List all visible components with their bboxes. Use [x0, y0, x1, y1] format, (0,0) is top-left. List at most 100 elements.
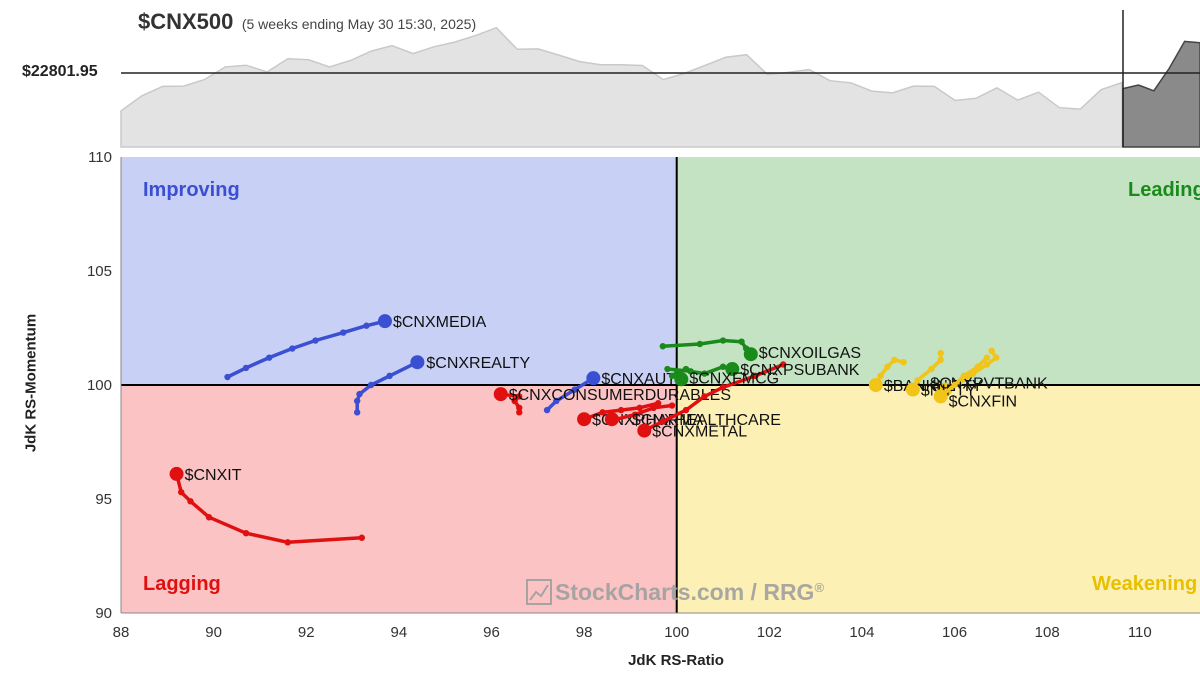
trail-head-point [577, 412, 592, 427]
trail-point [914, 377, 921, 384]
series-cnxpsubank[interactable]: $CNXPSUBANK [664, 362, 860, 379]
y-tick-label: 105 [87, 263, 112, 280]
trail-point [937, 356, 944, 364]
quadrant-label-leading: Leading [1128, 179, 1200, 201]
quadrant-leading [676, 157, 1200, 385]
x-tick-label: 100 [664, 624, 689, 641]
trail-point [664, 365, 671, 373]
x-tick-label: 94 [391, 624, 408, 641]
series-label: $CNXIT [185, 467, 242, 484]
watermark-logo: StockCharts.com / RRG® [526, 579, 824, 605]
trail-point [780, 361, 787, 368]
x-tick-label: 96 [483, 624, 500, 641]
trail-point [891, 356, 898, 364]
x-tick-label: 110 [1128, 624, 1152, 641]
trail-head-point [586, 371, 601, 386]
x-tick-label: 106 [942, 624, 967, 641]
trail-point [884, 363, 891, 370]
quadrant-weakening [676, 385, 1200, 613]
series-label: $CNXCONSUMERDURABLES [509, 387, 731, 404]
series-label: $CNXMETAL [652, 424, 747, 441]
trail-head-point [604, 412, 619, 427]
trail-point [696, 340, 704, 348]
trail-point [312, 337, 319, 344]
trail-point [974, 363, 981, 370]
watermark-text: StockCharts.com / RRG® [555, 579, 824, 605]
series-cnxmetal[interactable]: $CNXMETAL [637, 361, 787, 441]
trail-head-point [868, 378, 883, 392]
trail-point [701, 393, 708, 400]
x-tick-label: 88 [113, 624, 130, 641]
trail-point [353, 397, 361, 405]
trail-head-point [169, 466, 184, 481]
series-label: $CNXFMCG [689, 370, 779, 387]
y-tick-label: 110 [88, 149, 112, 166]
y-tick-label: 90 [95, 605, 112, 622]
chart-logo-line-icon [529, 584, 549, 601]
trail-point [988, 347, 995, 354]
series-cnxfmcg[interactable]: $CNXFMCG [668, 365, 779, 387]
x-tick-label: 90 [205, 624, 222, 641]
trail-point [738, 338, 745, 345]
trail-point [937, 349, 944, 357]
trail-point [960, 372, 968, 380]
trail-head-point [674, 372, 689, 387]
trail-point [356, 390, 363, 398]
x-tick-label: 104 [849, 624, 874, 641]
x-tick-label: 108 [1035, 624, 1060, 641]
trail-point [719, 337, 727, 344]
registered-mark: ® [814, 580, 824, 595]
price-panel [120, 10, 1200, 148]
trail-head-point [743, 347, 758, 362]
series-cnxit[interactable]: $CNXIT [169, 466, 366, 546]
trail-point [668, 402, 676, 409]
chart-subtitle: (5 weeks ending May 30 15:30, 2025) [241, 16, 477, 32]
trail-point [951, 381, 958, 389]
trail-head-point [637, 423, 652, 438]
trail-point [719, 363, 727, 370]
series-label: $CNXAUTO [601, 371, 688, 388]
trail-head-point [905, 382, 920, 397]
series-cnxmedia[interactable]: $CNXMEDIA [224, 314, 487, 381]
x-axis-label: JdK RS-Ratio [628, 652, 724, 669]
trail-point [631, 411, 639, 418]
quadrant-improving [121, 157, 677, 385]
y-tick-label: 95 [95, 491, 112, 508]
y-tick-label: 100 [87, 377, 112, 394]
quadrant-background: Improving Leading Lagging Weakening [121, 157, 1200, 613]
trail-point [553, 397, 560, 405]
trail-point [284, 539, 291, 546]
trail-point [654, 400, 662, 407]
series-cnxconsumerdurables[interactable]: $CNXCONSUMERDURABLES [493, 387, 731, 416]
trail-point [599, 409, 606, 416]
series-cnxhealthcare[interactable]: $CNXHEALTHCARE [604, 402, 781, 429]
trail-point [516, 409, 523, 416]
trail-point [242, 530, 250, 537]
price-level-label: $22801.95 [22, 63, 98, 80]
trail-point [516, 404, 523, 411]
trail-point [265, 354, 273, 361]
trail-point [752, 372, 759, 380]
series-cnxfin[interactable]: $CNXFIN [933, 354, 1017, 410]
trail-point [187, 498, 194, 505]
trail-point [289, 345, 296, 352]
series-cnxoilgas[interactable]: $CNXOILGAS [659, 337, 861, 362]
trail-point [178, 488, 185, 496]
trail-point [701, 370, 708, 377]
trail-point [983, 354, 991, 361]
trail-point [719, 384, 727, 391]
trail-point [877, 372, 884, 380]
series-cnxrealty[interactable]: $CNXREALTY [353, 355, 530, 416]
trail-point [659, 343, 667, 350]
trail-point [900, 359, 907, 366]
series-trails[interactable]: $CNXMEDIA $CNXREALTY $CNXAUTO $CNXIT $CNXCON… [169, 314, 1048, 546]
series-cnxauto[interactable]: $CNXAUTO [543, 371, 688, 414]
x-tick-label: 102 [757, 624, 782, 641]
price-area-highlight [1122, 40, 1200, 148]
trail-line [545, 376, 596, 412]
trail-head-point [725, 362, 740, 377]
trail-point [367, 381, 375, 389]
series-label: $CNXFIN [949, 393, 1017, 410]
